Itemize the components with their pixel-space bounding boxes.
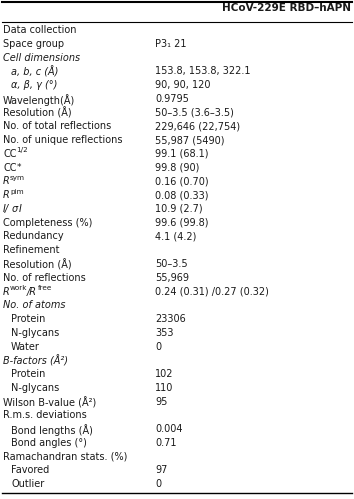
Text: a, b, c (Å): a, b, c (Å) xyxy=(11,66,58,78)
Text: 0.16 (0.70): 0.16 (0.70) xyxy=(155,177,209,187)
Text: R: R xyxy=(3,286,10,296)
Text: 99.1 (68.1): 99.1 (68.1) xyxy=(155,149,209,159)
Text: Data collection: Data collection xyxy=(3,25,76,35)
Text: σ: σ xyxy=(12,204,18,214)
Text: CC: CC xyxy=(3,163,17,173)
Text: N-glycans: N-glycans xyxy=(11,328,59,338)
Text: R: R xyxy=(3,190,10,200)
Text: 97: 97 xyxy=(155,466,167,476)
Text: 99.6 (99.8): 99.6 (99.8) xyxy=(155,218,209,228)
Text: 0.08 (0.33): 0.08 (0.33) xyxy=(155,190,209,200)
Text: 99.8 (90): 99.8 (90) xyxy=(155,163,199,173)
Text: Completeness (%): Completeness (%) xyxy=(3,218,92,228)
Text: I/: I/ xyxy=(3,204,9,214)
Text: 10.9 (2.7): 10.9 (2.7) xyxy=(155,204,202,214)
Text: 50–3.5 (3.6–3.5): 50–3.5 (3.6–3.5) xyxy=(155,108,234,118)
Text: 90, 90, 120: 90, 90, 120 xyxy=(155,80,211,90)
Text: No. of reflections: No. of reflections xyxy=(3,273,86,283)
Text: Bond angles (°): Bond angles (°) xyxy=(11,438,87,448)
Text: Redundancy: Redundancy xyxy=(3,232,64,242)
Text: R: R xyxy=(3,177,10,187)
Text: *: * xyxy=(17,163,21,172)
Text: No. of total reflections: No. of total reflections xyxy=(3,121,111,131)
Text: Wilson B-value (Å²): Wilson B-value (Å²) xyxy=(3,397,96,408)
Text: Wavelength(Å): Wavelength(Å) xyxy=(3,94,75,106)
Text: 153.8, 153.8, 322.1: 153.8, 153.8, 322.1 xyxy=(155,66,251,76)
Text: /R: /R xyxy=(27,286,37,296)
Text: Ramachandran stats. (%): Ramachandran stats. (%) xyxy=(3,452,127,462)
Text: Cell dimensions: Cell dimensions xyxy=(3,52,80,62)
Text: work: work xyxy=(10,285,28,291)
Text: Refinement: Refinement xyxy=(3,245,59,255)
Text: P3₁ 21: P3₁ 21 xyxy=(155,39,187,49)
Text: 95: 95 xyxy=(155,397,167,407)
Text: 0: 0 xyxy=(155,479,161,489)
Text: α, β, γ (°): α, β, γ (°) xyxy=(11,80,57,90)
Text: 1/2: 1/2 xyxy=(17,147,28,153)
Text: 0: 0 xyxy=(155,342,161,352)
Text: Resolution (Å): Resolution (Å) xyxy=(3,259,72,270)
Text: free: free xyxy=(38,285,52,291)
Text: 229,646 (22,754): 229,646 (22,754) xyxy=(155,121,240,131)
Text: 0.9795: 0.9795 xyxy=(155,94,189,104)
Text: Water: Water xyxy=(11,342,40,352)
Text: CC: CC xyxy=(3,149,17,159)
Text: Resolution (Å): Resolution (Å) xyxy=(3,108,72,119)
Text: sym: sym xyxy=(10,175,25,181)
Text: 4.1 (4.2): 4.1 (4.2) xyxy=(155,232,196,242)
Text: 55,987 (5490): 55,987 (5490) xyxy=(155,135,224,145)
Text: 50–3.5: 50–3.5 xyxy=(155,259,188,269)
Text: Bond lengths (Å): Bond lengths (Å) xyxy=(11,424,93,436)
Text: 55,969: 55,969 xyxy=(155,273,189,283)
Text: 0.71: 0.71 xyxy=(155,438,177,448)
Text: No. of unique reflections: No. of unique reflections xyxy=(3,135,122,145)
Text: 23306: 23306 xyxy=(155,314,186,324)
Text: 0.004: 0.004 xyxy=(155,424,183,434)
Text: R.m.s. deviations: R.m.s. deviations xyxy=(3,410,87,421)
Text: Protein: Protein xyxy=(11,314,45,324)
Text: N-glycans: N-glycans xyxy=(11,383,59,393)
Text: 353: 353 xyxy=(155,328,173,338)
Text: 102: 102 xyxy=(155,369,173,379)
Text: pim: pim xyxy=(10,189,24,195)
Text: Favored: Favored xyxy=(11,466,49,476)
Text: B-factors (Å²): B-factors (Å²) xyxy=(3,355,68,367)
Text: I: I xyxy=(19,204,22,214)
Text: Protein: Protein xyxy=(11,369,45,379)
Text: 110: 110 xyxy=(155,383,173,393)
Text: 0.24 (0.31) /0.27 (0.32): 0.24 (0.31) /0.27 (0.32) xyxy=(155,286,269,296)
Text: Space group: Space group xyxy=(3,39,64,49)
Text: Outlier: Outlier xyxy=(11,479,44,489)
Text: HCoV-229E RBD–hAPN: HCoV-229E RBD–hAPN xyxy=(222,3,351,13)
Text: No. of atoms: No. of atoms xyxy=(3,300,65,310)
